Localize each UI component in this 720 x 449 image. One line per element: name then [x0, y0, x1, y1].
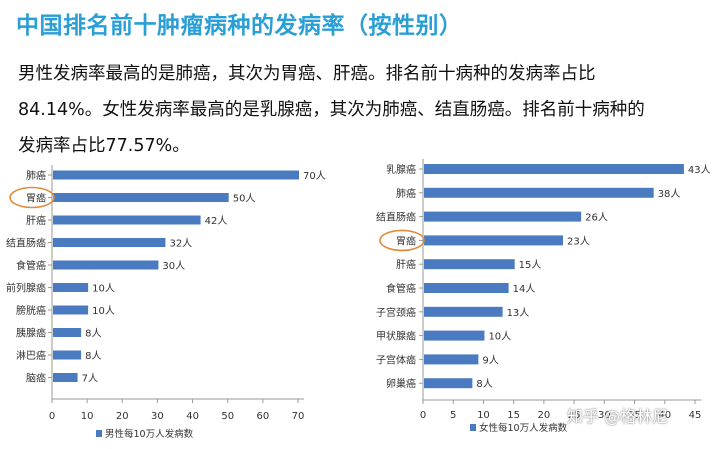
- category-label: 乳腺癌: [386, 163, 416, 176]
- category-label: 胰腺癌: [16, 327, 46, 340]
- value-label: 8人: [85, 350, 101, 362]
- x-tick-label: 35: [628, 410, 641, 421]
- category-label: 肝癌: [396, 258, 416, 271]
- description-line: 发病率占比77.57%。: [18, 136, 190, 156]
- x-tick-label: 20: [538, 410, 551, 421]
- bar: [424, 259, 515, 270]
- x-tick-label: 30: [598, 410, 611, 421]
- category-label: 子宫体癌: [376, 353, 416, 366]
- page-title: 中国排名前十肿瘤病种的发病率（按性别）: [16, 13, 463, 39]
- value-label: 10人: [92, 305, 115, 317]
- description: 男性发病率最高的是肺癌，其次为胃癌、肝癌。排名前十病种的发病率占比 84.14%…: [18, 56, 706, 164]
- value-label: 42人: [205, 215, 228, 227]
- x-tick-label: 70: [292, 411, 305, 422]
- x-tick-label: 0: [49, 411, 55, 422]
- legend-swatch: [470, 424, 476, 431]
- category-label: 子宫颈癌: [376, 306, 416, 319]
- x-tick-label: 10: [81, 411, 94, 422]
- x-tick-label: 0: [420, 410, 426, 421]
- value-label: 15人: [519, 259, 542, 271]
- x-tick-label: 45: [689, 410, 702, 421]
- x-tick-label: 60: [256, 411, 269, 422]
- category-label: 膀胱癌: [16, 304, 46, 317]
- category-label: 脑癌: [26, 372, 46, 385]
- value-label: 38人: [658, 188, 681, 200]
- value-label: 30人: [162, 260, 185, 272]
- bar: [424, 330, 485, 341]
- x-tick-label: 5: [450, 410, 456, 421]
- value-label: 50人: [233, 193, 256, 205]
- value-label: 8人: [476, 378, 492, 390]
- category-label: 胃癌: [26, 192, 46, 205]
- bar: [53, 305, 89, 315]
- x-tick-label: 40: [186, 411, 199, 422]
- category-label: 肺癌: [26, 169, 46, 182]
- bar: [53, 373, 78, 382]
- value-label: 43人: [688, 164, 711, 176]
- bar: [53, 350, 82, 360]
- category-label: 结直肠癌: [376, 211, 416, 224]
- legend-label: 男性每10万人发病数: [105, 428, 194, 440]
- category-label: 卵巢癌: [386, 377, 416, 390]
- legend-swatch: [96, 430, 102, 437]
- description-line: 84.14%。女性发病率最高的是乳腺癌，其次为肺癌、结直肠癌。排名前十病种的: [18, 100, 645, 120]
- category-label: 胃癌: [396, 234, 416, 247]
- category-label: 食管癌: [16, 259, 46, 272]
- bar: [53, 170, 299, 180]
- bar: [53, 283, 89, 292]
- value-label: 23人: [567, 235, 590, 247]
- category-label: 结直肠癌: [6, 237, 46, 250]
- bar: [53, 260, 159, 270]
- bar: [424, 378, 473, 389]
- bar: [53, 215, 201, 225]
- x-tick-label: 10: [477, 410, 490, 421]
- category-label: 肺癌: [396, 187, 416, 200]
- highlight-circle: [9, 186, 55, 209]
- value-label: 32人: [169, 238, 192, 250]
- category-label: 肝癌: [26, 214, 46, 227]
- x-tick-label: 40: [658, 410, 671, 421]
- x-tick-label: 25: [568, 410, 581, 421]
- bar: [424, 354, 479, 365]
- x-tick-label: 15: [507, 410, 520, 421]
- bar: [424, 187, 654, 198]
- value-label: 70人: [303, 170, 326, 182]
- value-label: 10人: [488, 331, 511, 343]
- category-label: 食管癌: [386, 282, 416, 295]
- watermark: 知乎 @格林尼: [567, 407, 669, 426]
- bar: [53, 328, 82, 337]
- bar: [424, 164, 684, 174]
- bar: [53, 193, 229, 202]
- x-tick-label: 30: [151, 411, 164, 422]
- value-label: 26人: [585, 212, 608, 224]
- bar: [424, 235, 564, 246]
- category-label: 淋巴癌: [16, 349, 46, 362]
- value-label: 13人: [507, 307, 530, 319]
- bar: [424, 306, 503, 317]
- value-label: 14人: [513, 283, 536, 295]
- bar: [53, 238, 166, 247]
- legend-label: 女性每10万人发病数: [479, 422, 568, 434]
- bar: [424, 283, 509, 293]
- highlight-circle: [379, 229, 425, 252]
- value-label: 8人: [85, 328, 101, 340]
- value-label: 10人: [92, 283, 115, 295]
- x-tick-label: 20: [116, 411, 129, 422]
- description-line: 男性发病率最高的是肺癌，其次为胃癌、肝癌。排名前十病种的发病率占比: [18, 64, 596, 84]
- category-label: 前列腺癌: [6, 282, 46, 295]
- category-label: 甲状腺癌: [376, 330, 416, 343]
- value-label: 7人: [82, 373, 98, 385]
- bar: [424, 211, 582, 222]
- value-label: 9人: [482, 354, 498, 366]
- x-tick-label: 50: [221, 411, 234, 422]
